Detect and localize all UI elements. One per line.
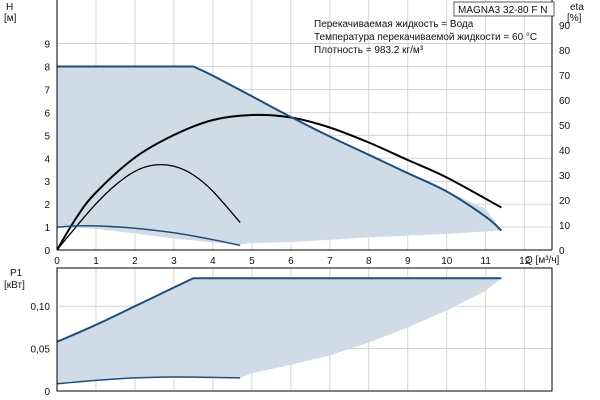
- x-tick-label-5: 5: [249, 256, 255, 267]
- y-right-tick-label-0: 0: [559, 246, 565, 257]
- x-tick-label-6: 6: [288, 256, 294, 267]
- power-chart: 0 0,05 0,10: [31, 267, 553, 398]
- y-tick-label-9: 9: [44, 40, 50, 51]
- y-axis-unit-right: [%]: [567, 13, 582, 24]
- power-max-curve: [56, 277, 502, 343]
- x-tick-label-4: 4: [210, 256, 216, 267]
- x-tick-label-10: 10: [441, 256, 453, 267]
- x-tick-label-8: 8: [366, 256, 372, 267]
- x-tick-label-12: 12: [519, 256, 531, 267]
- y-tick-label-2: 2: [44, 200, 50, 211]
- y-tick-label-0: 0: [44, 246, 50, 257]
- bottom-axes: [56, 267, 553, 392]
- top-tick-labels: 0 1 2 3 4 5 6 7 8 9 10 11 12012345678901020304050607…: [44, 21, 570, 267]
- y-right-tick-label-30: 30: [559, 171, 571, 182]
- x-tick-label-0: 0: [54, 256, 60, 267]
- chart-title: MAGNA3 32-80 F N: [458, 5, 547, 16]
- x-axis-label: Q [м³/ч]: [525, 255, 560, 266]
- power-area: [57, 278, 502, 384]
- title-box: [453, 1, 555, 17]
- efficiency-max-curve: [56, 113, 502, 251]
- operating-area: [57, 66, 502, 245]
- head-efficiency-chart: 0 1 2 3 4 5 6 7 8 9 10 11 12012345678901020304050607…: [44, 0, 571, 267]
- max-head-curve: [57, 65, 502, 232]
- power-tick-label-0: 0: [44, 387, 50, 398]
- y-right-tick-label-80: 80: [559, 46, 571, 57]
- y-tick-label-6: 6: [44, 108, 50, 119]
- y-tick-label-4: 4: [44, 154, 50, 165]
- x-tick-label-11: 11: [481, 256, 492, 267]
- top-axes: [56, 0, 553, 251]
- min-head-curve: [56, 224, 241, 247]
- y-right-tick-label-70: 70: [559, 71, 571, 82]
- y-tick-label-3: 3: [44, 177, 50, 188]
- y-axis-label-left: H: [6, 2, 13, 13]
- power-min-curve: [56, 376, 241, 385]
- x-tick-label-1: 1: [93, 256, 99, 267]
- efficiency-min-curve: [56, 163, 241, 251]
- y-right-tick-label-10: 10: [559, 221, 571, 232]
- bottom-tick-labels: 0 0,05 0,10: [31, 302, 51, 398]
- power-tick-label-1: 0,05: [31, 345, 51, 356]
- x-tick-label-9: 9: [405, 256, 411, 267]
- y-tick-label-1: 1: [44, 223, 50, 234]
- power-tick-label-2: 0,10: [31, 302, 51, 313]
- x-tick-label-2: 2: [132, 256, 138, 267]
- y-right-tick-label-40: 40: [559, 146, 571, 157]
- y-right-tick-label-60: 60: [559, 96, 571, 107]
- y-tick-label-8: 8: [44, 63, 50, 74]
- power-axis-label: P1: [10, 268, 23, 279]
- y-tick-label-7: 7: [44, 85, 50, 96]
- y-right-tick-label-90: 90: [559, 21, 571, 32]
- x-tick-label-3: 3: [171, 256, 177, 267]
- info-fluid: Перекачиваемая жидкость = Вода: [314, 19, 474, 30]
- y-axis-unit-left: [м]: [4, 13, 17, 24]
- y-right-tick-label-50: 50: [559, 121, 571, 132]
- y-tick-label-5: 5: [44, 131, 50, 142]
- info-temperature: Температура перекачиваемой жидкости = 60…: [314, 32, 537, 43]
- power-axis-unit: [кВт]: [4, 280, 25, 291]
- bottom-frame: [56, 267, 553, 392]
- x-tick-label-7: 7: [327, 256, 333, 267]
- info-density: Плотность = 983.2 кг/м³: [314, 45, 424, 56]
- y-axis-label-right: eta: [570, 2, 584, 13]
- y-right-tick-label-20: 20: [559, 196, 571, 207]
